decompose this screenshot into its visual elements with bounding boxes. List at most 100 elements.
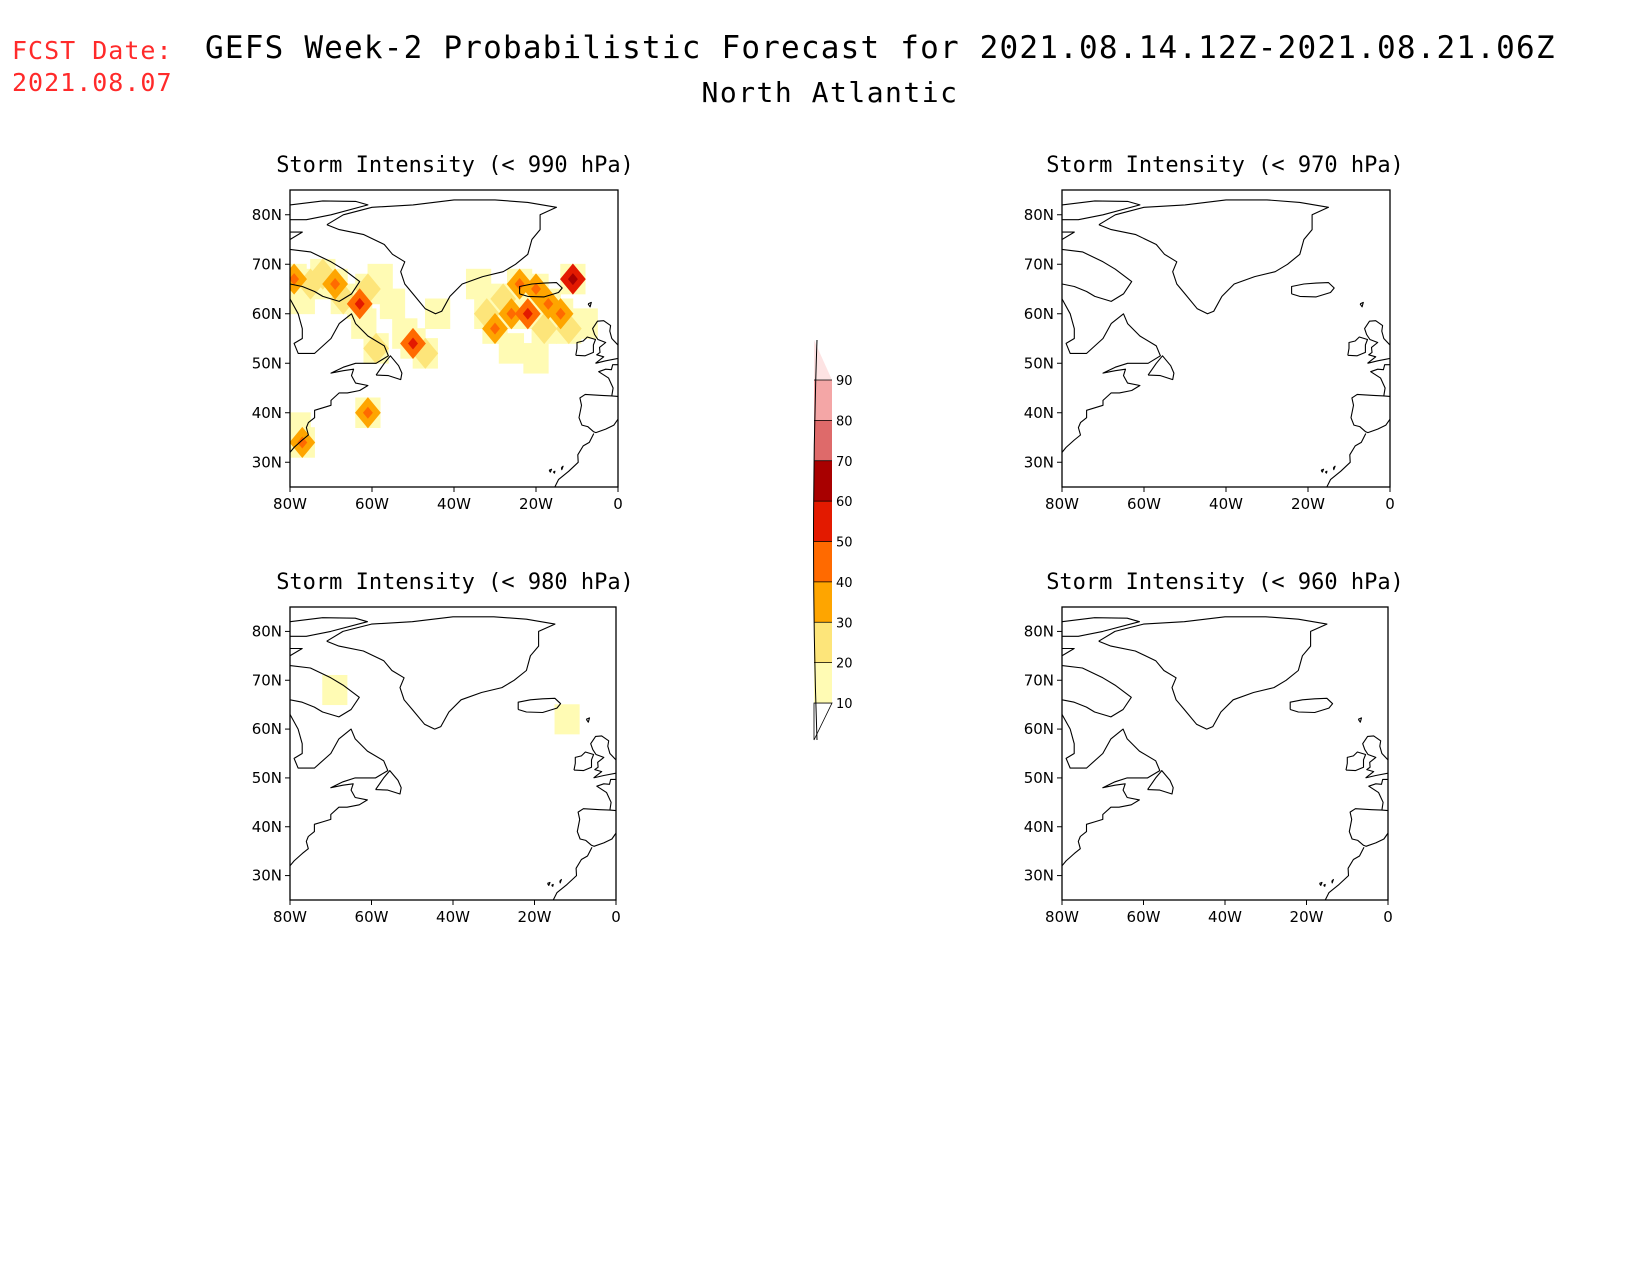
probability-core (297, 436, 308, 449)
map-frame (289, 606, 617, 901)
lon-tick-label: 0 (1383, 908, 1393, 926)
probability-core (567, 273, 578, 286)
lon-tick-label: 40W (436, 908, 470, 926)
coastline (552, 847, 593, 900)
lon-tick-label: 60W (355, 495, 389, 513)
colorbar-label: 80 (836, 414, 853, 429)
probability-core (362, 406, 373, 419)
coastline (1323, 883, 1326, 887)
probability-field (290, 258, 598, 459)
lat-tick-label: 80N (252, 622, 282, 640)
colorbar-label: 90 (836, 374, 853, 389)
coastline (326, 616, 556, 730)
lat-tick-label: 30N (252, 453, 282, 471)
coastline (1098, 616, 1328, 730)
coastline (1062, 298, 1161, 453)
probability-field (322, 674, 580, 735)
lat-tick-label: 80N (1024, 622, 1054, 640)
colorbar-box (814, 380, 832, 421)
probability-core (354, 297, 365, 310)
colorbar-high-end (814, 340, 832, 380)
map-panel: Storm Intensity (< 970 hPa) 80W 60W 40W 20W 0… (1024, 153, 1404, 513)
colorbar-box (814, 420, 832, 461)
map-panel: Storm Intensity (< 990 hPa) 80W 60W 40W 20W 0… (252, 153, 634, 513)
forecast-date-value: 2021.08.07 (12, 68, 173, 97)
coastline (1062, 647, 1075, 657)
coastline (290, 647, 303, 657)
lon-tick-label: 60W (355, 908, 389, 926)
lat-tick-label: 70N (1024, 255, 1054, 273)
panels-layer: Storm Intensity (< 990 hPa) 80W 60W 40W 20W 0… (252, 153, 1404, 926)
coastline (592, 320, 618, 364)
coastline (1324, 847, 1365, 900)
lon-tick-label: 40W (1209, 495, 1243, 513)
coastline (576, 808, 616, 847)
colorbar-label: 40 (836, 576, 853, 591)
coastline (375, 770, 402, 795)
lon-tick-label: 20W (518, 908, 552, 926)
coastline (1331, 878, 1334, 884)
coastline (519, 282, 563, 298)
probability-cell (531, 313, 558, 345)
lon-tick-label: 20W (519, 495, 553, 513)
lat-tick-label: 70N (252, 255, 282, 273)
forecast-date-label: FCST Date: (12, 36, 173, 65)
coastline (1320, 468, 1325, 473)
coastline (551, 883, 554, 887)
coastline (1098, 199, 1330, 315)
coastlines (1062, 616, 1388, 900)
colorbar-label: 60 (836, 495, 853, 510)
probability-core (531, 283, 541, 295)
probability-core (408, 337, 418, 350)
region-subtitle: North Atlantic (701, 76, 959, 109)
coastlines (290, 199, 618, 487)
coastline (552, 470, 556, 474)
coastline (1147, 355, 1175, 381)
probability-cell (322, 674, 348, 706)
coastline (585, 717, 591, 723)
coastline (290, 200, 369, 221)
lat-tick-label: 80N (1024, 206, 1054, 224)
lat-tick-label: 60N (252, 720, 282, 738)
coastline (1062, 665, 1132, 718)
colorbar-label: 70 (836, 455, 853, 470)
coastline (590, 735, 616, 779)
lat-tick-label: 70N (1024, 671, 1054, 689)
lon-tick-label: 60W (1127, 908, 1161, 926)
coastline (598, 360, 618, 396)
coastline (1062, 617, 1140, 637)
map-panel: Storm Intensity (< 980 hPa) 80W 60W 40W 20W 0… (252, 570, 634, 926)
lat-tick-label: 60N (1024, 720, 1054, 738)
colorbar-label: 20 (836, 657, 853, 672)
colorbar-label: 10 (836, 697, 853, 712)
coastline (573, 751, 595, 772)
lon-tick-label: 80W (273, 495, 307, 513)
coastline (1350, 393, 1390, 434)
coastline (560, 465, 564, 471)
lon-tick-label: 0 (613, 495, 623, 513)
coastline (1062, 248, 1133, 302)
probability-cell (523, 343, 549, 374)
coastline (1289, 697, 1334, 714)
lon-tick-label: 80W (1045, 908, 1079, 926)
lon-tick-label: 20W (1290, 908, 1324, 926)
colorbar-box (814, 541, 832, 582)
coastline (559, 878, 562, 884)
probability-cell (554, 704, 580, 735)
probability-cell (363, 332, 389, 364)
lon-tick-label: 40W (1208, 908, 1242, 926)
coastline (290, 248, 361, 302)
colorbar-label: 30 (836, 616, 853, 631)
probability-core (330, 278, 341, 291)
coastline (1345, 751, 1367, 772)
panel-title: Storm Intensity (< 990 hPa) (276, 153, 634, 178)
coastline (1291, 282, 1335, 298)
colorbar-label: 50 (836, 536, 853, 551)
lat-tick-label: 70N (252, 671, 282, 689)
colorbar-box (814, 622, 832, 663)
lat-tick-label: 40N (1024, 818, 1054, 836)
map-panel: Storm Intensity (< 960 hPa) 80W 60W 40W 20W 0… (1024, 570, 1404, 926)
coastline (1147, 770, 1174, 795)
panel-title: Storm Intensity (< 980 hPa) (276, 570, 634, 595)
